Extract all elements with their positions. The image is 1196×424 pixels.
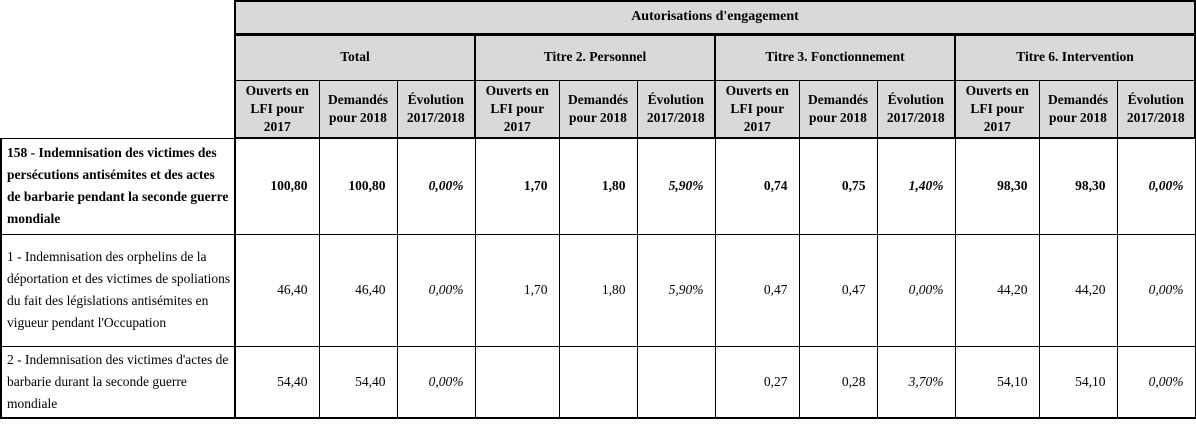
cell-value: 0,00%	[396, 233, 476, 347]
cell-value: 0,27	[714, 345, 800, 420]
blank-cell	[1, 80, 235, 139]
top-header-row: Autorisations d'engagement	[1, 0, 1196, 36]
cell-value: 0,47	[798, 233, 878, 347]
sub-header-row: Ouverts en LFI pour 2017 Demandés pour 2…	[1, 79, 1196, 140]
cell-value: 5,90%	[636, 137, 716, 235]
row-label: 2 - Indemnisation des victimes d'actes d…	[0, 345, 236, 420]
cell-value: 0,75	[798, 137, 878, 235]
cell-value: 0,00%	[1116, 137, 1196, 235]
cell-value: 1,70	[474, 137, 560, 235]
col-header-evolution: Évolution 2017/2018	[1116, 79, 1196, 140]
group-header-total: Total	[234, 33, 476, 81]
cell-value: 1,70	[474, 233, 560, 347]
group-header-titre2: Titre 2. Personnel	[474, 33, 716, 81]
cell-value: 1,80	[558, 137, 638, 235]
cell-value: 3,70%	[876, 345, 956, 420]
cell-empty	[558, 345, 638, 420]
cell-value: 54,40	[318, 345, 398, 420]
cell-value: 46,40	[234, 233, 320, 347]
cell-empty	[474, 345, 560, 420]
col-header-evolution: Évolution 2017/2018	[876, 79, 956, 140]
group-header-titre3: Titre 3. Fonctionnement	[714, 33, 956, 81]
blank-corner-cell	[1, 1, 235, 34]
cell-value: 1,80	[558, 233, 638, 347]
row-label: 1 - Indemnisation des orphelins de la dé…	[0, 233, 236, 347]
col-header-ouverts-lfi: Ouverts en LFI pour 2017	[954, 79, 1040, 140]
col-header-demandes: Demandés pour 2018	[318, 79, 398, 140]
cell-value: 44,20	[1038, 233, 1118, 347]
table-row-action-1: 1 - Indemnisation des orphelins de la dé…	[0, 233, 1196, 347]
cell-value: 54,10	[954, 345, 1040, 420]
cell-empty	[636, 345, 716, 420]
table-row-program-158: 158 - Indemnisation des victimes des per…	[0, 137, 1196, 235]
cell-value: 100,80	[318, 137, 398, 235]
table-row-action-2: 2 - Indemnisation des victimes d'actes d…	[0, 345, 1196, 420]
cell-value: 98,30	[1038, 137, 1118, 235]
col-header-demandes: Demandés pour 2018	[558, 79, 638, 140]
cell-value: 54,10	[1038, 345, 1118, 420]
group-header-titre6: Titre 6. Intervention	[954, 33, 1196, 81]
col-header-evolution: Évolution 2017/2018	[636, 79, 716, 140]
col-header-evolution: Évolution 2017/2018	[396, 79, 476, 140]
cell-value: 0,74	[714, 137, 800, 235]
col-header-ouverts-lfi: Ouverts en LFI pour 2017	[234, 79, 320, 140]
cell-value: 0,00%	[396, 345, 476, 420]
cell-value: 46,40	[318, 233, 398, 347]
row-label: 158 - Indemnisation des victimes des per…	[0, 137, 236, 235]
col-header-demandes: Demandés pour 2018	[798, 79, 878, 140]
top-header-autorisations: Autorisations d'engagement	[234, 0, 1196, 36]
cell-value: 0,00%	[396, 137, 476, 235]
group-header-row: Total Titre 2. Personnel Titre 3. Foncti…	[1, 33, 1196, 81]
col-header-demandes: Demandés pour 2018	[1038, 79, 1118, 140]
cell-value: 0,47	[714, 233, 800, 347]
cell-value: 54,40	[234, 345, 320, 420]
cell-value: 0,00%	[876, 233, 956, 347]
col-header-ouverts-lfi: Ouverts en LFI pour 2017	[714, 79, 800, 140]
cell-value: 100,80	[234, 137, 320, 235]
cell-value: 1,40%	[876, 137, 956, 235]
cell-value: 0,28	[798, 345, 878, 420]
cell-value: 98,30	[954, 137, 1040, 235]
col-header-ouverts-lfi: Ouverts en LFI pour 2017	[474, 79, 560, 140]
cell-value: 0,00%	[1116, 233, 1196, 347]
cell-value: 44,20	[954, 233, 1040, 347]
cell-value: 5,90%	[636, 233, 716, 347]
cell-value: 0,00%	[1116, 345, 1196, 420]
blank-cell	[1, 34, 235, 80]
